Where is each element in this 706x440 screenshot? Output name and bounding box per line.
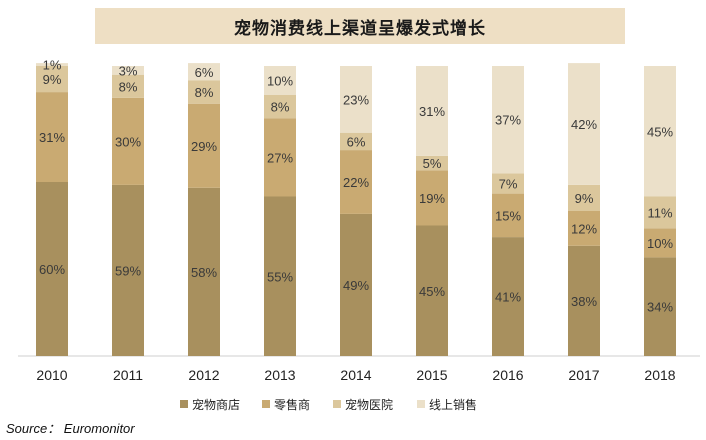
data-label: 60% — [39, 262, 65, 277]
bar-segment — [188, 80, 220, 104]
bar-segment — [644, 228, 676, 258]
bar-segment — [416, 66, 448, 156]
title-banner: 宠物消费线上渠道呈爆发式增长 — [95, 8, 625, 44]
bar-segment — [188, 187, 220, 356]
x-tick-label: 2017 — [568, 367, 599, 383]
data-label: 23% — [343, 92, 369, 107]
legend-label: 线上销售 — [429, 397, 477, 412]
legend-label: 零售商 — [274, 397, 310, 412]
data-label: 12% — [571, 221, 597, 236]
data-label: 38% — [571, 294, 597, 309]
bar-segment — [188, 103, 220, 188]
legend-label: 宠物商店 — [192, 397, 240, 412]
data-label: 1% — [43, 58, 62, 73]
bar-segment — [264, 118, 296, 197]
bar-segment — [264, 66, 296, 95]
x-tick-label: 2011 — [113, 367, 143, 383]
bar-segment — [340, 132, 372, 151]
x-tick-label: 2015 — [416, 367, 447, 383]
bar-segment — [568, 63, 600, 185]
bar-segment — [644, 196, 676, 229]
bar-segment — [492, 173, 524, 194]
data-label: 11% — [647, 205, 672, 220]
legend-swatch — [180, 400, 188, 408]
bar-segment — [492, 193, 524, 238]
x-tick-label: 2014 — [340, 367, 371, 383]
bar-segment — [264, 95, 296, 119]
data-label: 15% — [495, 208, 521, 223]
data-label: 10% — [647, 236, 673, 251]
bars — [36, 63, 676, 356]
data-label: 45% — [419, 284, 445, 299]
data-label: 7% — [499, 176, 518, 191]
data-label: 31% — [419, 104, 445, 119]
data-label: 30% — [115, 134, 141, 149]
x-tick-label: 2016 — [492, 367, 523, 383]
bar-segment — [112, 74, 144, 98]
data-label: 37% — [495, 113, 521, 128]
data-label: 31% — [39, 130, 65, 145]
x-tick-label: 2010 — [36, 367, 67, 383]
data-label: 58% — [191, 265, 217, 280]
bar-segment — [340, 213, 372, 356]
bar-segment — [112, 184, 144, 356]
x-tick-labels: 2010 2011 2012 2013 2014 2015 2016 2017 2018 — [36, 367, 675, 383]
data-label: 41% — [495, 290, 521, 305]
legend-swatch — [262, 400, 270, 408]
data-label: 10% — [267, 74, 293, 89]
bar-segment — [112, 97, 144, 185]
bar-segment — [416, 225, 448, 356]
legend-label: 宠物医院 — [345, 397, 393, 412]
bar-segment — [416, 155, 448, 171]
bar-segment — [644, 66, 676, 197]
bar-segment — [36, 63, 68, 66]
bar-segment — [416, 170, 448, 226]
bar-segment — [264, 196, 296, 356]
bar-segment — [340, 66, 372, 133]
data-label: 19% — [419, 191, 445, 206]
bar-segment — [568, 245, 600, 356]
data-label: 9% — [575, 191, 594, 206]
data-label: 49% — [343, 278, 369, 293]
bar-segment — [492, 66, 524, 174]
data-label: 8% — [119, 79, 138, 94]
data-label: 45% — [647, 124, 673, 139]
x-tick-label: 2012 — [188, 367, 219, 383]
data-label: 9% — [43, 72, 62, 87]
bar-segment — [568, 184, 600, 211]
bar-segment — [568, 211, 600, 246]
bar-segment — [36, 182, 68, 356]
data-label: 59% — [115, 263, 141, 278]
data-label: 6% — [347, 134, 366, 149]
bar-segment — [36, 92, 68, 182]
bar-segment — [644, 257, 676, 356]
data-label: 42% — [571, 117, 597, 132]
bar-segment — [340, 150, 372, 214]
data-labels: 60%31%9%1%59%30%8%3%58%29%8%6%55%27%8%10… — [39, 58, 673, 315]
data-label: 8% — [271, 100, 290, 115]
chart-title: 宠物消费线上渠道呈爆发式增长 — [234, 18, 486, 39]
legend-swatch — [333, 400, 341, 408]
legend: 宠物商店 零售商 宠物医院 线上销售 — [180, 397, 477, 412]
data-label: 27% — [267, 150, 293, 165]
data-label: 55% — [267, 269, 293, 284]
x-tick-label: 2018 — [644, 367, 675, 383]
data-label: 29% — [191, 139, 217, 154]
data-label: 34% — [647, 300, 673, 315]
bar-segment — [36, 66, 68, 93]
x-tick-label: 2013 — [264, 367, 295, 383]
bar-segment — [112, 66, 144, 75]
bar-segment — [188, 63, 220, 81]
data-label: 5% — [423, 156, 442, 171]
legend-swatch — [417, 400, 425, 408]
data-label: 6% — [195, 65, 214, 80]
bar-segment — [492, 237, 524, 356]
data-label: 22% — [343, 175, 369, 190]
data-label: 3% — [119, 63, 138, 78]
data-label: 8% — [195, 85, 214, 100]
source-note: Source： Euromonitor — [6, 421, 135, 436]
